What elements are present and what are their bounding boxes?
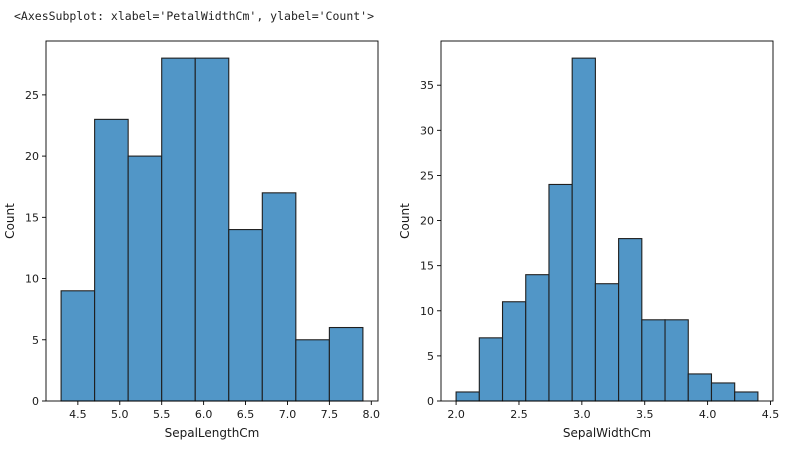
y-tick-label: 0 [427,395,434,408]
y-tick-label: 35 [420,79,434,92]
x-tick-label: 4.0 [699,408,717,421]
y-tick-label: 20 [420,215,434,228]
histogram-bar [734,391,759,402]
x-axis-label: SepalWidthCm [563,426,651,440]
histogram-bar [618,238,643,402]
axes-frame [45,40,379,402]
histogram-bar [328,326,364,402]
y-axis-label: Count [3,203,17,239]
histogram-bar [94,118,129,402]
histogram-bar [194,57,230,402]
y-tick-label: 5 [427,350,434,363]
subplot-sepal-width: 2.0 2.5 3.0 3.5 4.0 4.5 0 5 10 15 20 25 30 35 SepalWid… [398,40,780,440]
histogram-bar [295,339,330,402]
histogram-bar [228,229,263,402]
y-tick-label: 10 [25,273,39,286]
y-axis-label: Count [398,203,412,239]
x-tick-label: 4.5 [69,408,87,421]
y-tick-label: 0 [32,395,39,408]
x-tick-label: 7.0 [279,408,297,421]
histogram-bar [60,290,96,402]
x-tick-label: 4.5 [762,408,780,421]
x-tick-label: 7.5 [321,408,339,421]
y-tick-label: 15 [420,260,434,273]
histogram-bar [478,337,504,402]
x-axis-label: SepalLengthCm [165,426,260,440]
y-tick-label: 25 [25,89,39,102]
axes-frame [440,40,774,402]
x-tick-label: 3.0 [573,408,591,421]
x-tick-label: 5.5 [153,408,171,421]
histogram-bar [641,319,666,402]
histogram-bar [261,192,297,402]
x-tick-label: 6.0 [195,408,213,421]
cell-output-text: <AxesSubplot: xlabel='PetalWidthCm', yla… [14,9,375,23]
y-tick-label: 15 [25,211,39,224]
x-tick-label: 6.5 [237,408,255,421]
subplot-sepal-length: 4.5 5.0 5.5 6.0 6.5 7.0 7.5 8.0 0 5 10 15 20 25 SepalL… [3,40,381,440]
histogram-bar [525,274,550,402]
histogram-bar [455,391,480,402]
histogram-bar [710,382,736,402]
histogram-bar [127,155,163,402]
x-tick-label: 2.0 [447,408,465,421]
y-tick-label: 5 [32,334,39,347]
x-tick-label: 2.5 [510,408,528,421]
histogram-bar [571,57,596,402]
histogram-bar [687,373,713,402]
histogram-bar [548,183,573,402]
x-tick-label: 3.5 [636,408,654,421]
histogram-bar [161,57,196,402]
y-tick-label: 30 [420,124,434,137]
x-tick-label: 8.0 [363,408,381,421]
histogram-bar [501,301,527,402]
y-tick-label: 25 [420,169,434,182]
y-tick-label: 20 [25,150,39,163]
histogram-bar [664,319,689,402]
x-tick-label: 5.0 [111,408,129,421]
y-tick-label: 10 [420,305,434,318]
histogram-bar [594,283,620,402]
